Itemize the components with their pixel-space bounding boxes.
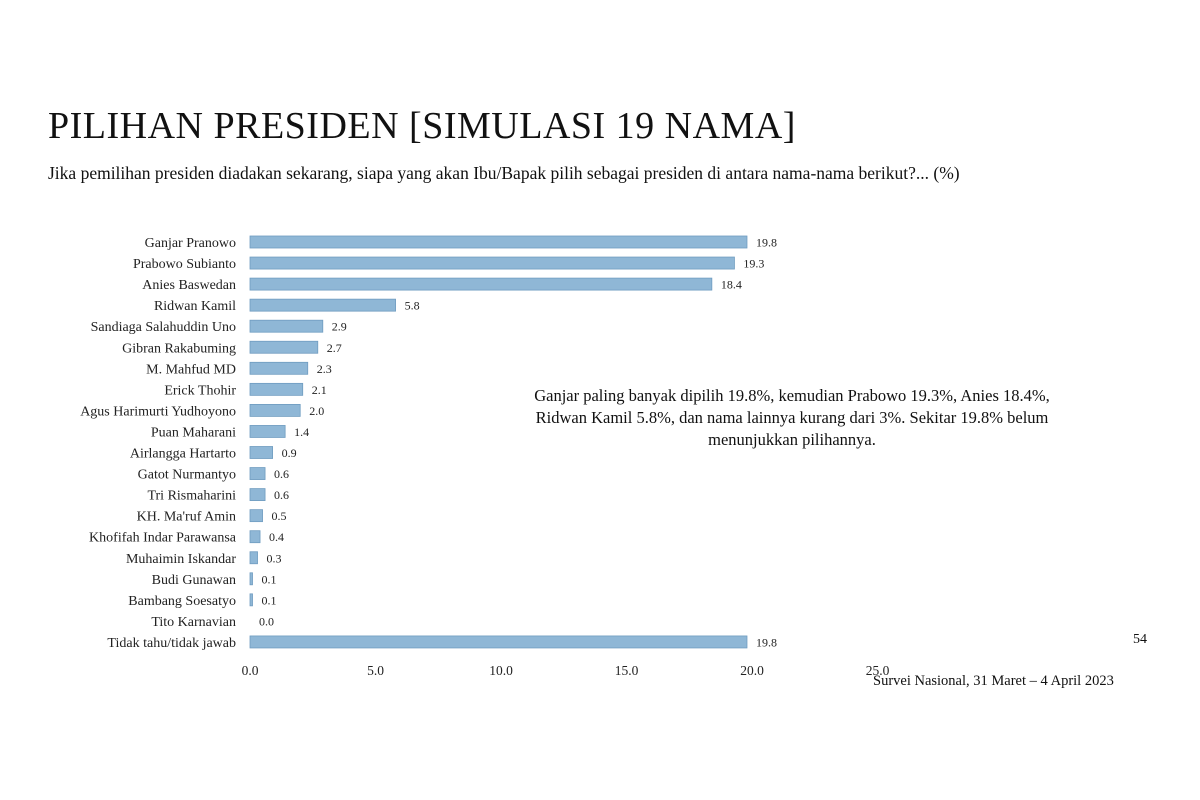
category-label-m-mahfud-md: M. Mahfud MD: [146, 362, 236, 377]
x-tick-label-0: 0.0: [242, 663, 259, 678]
value-label-kh-ma-ruf-amin: 0.5: [272, 509, 287, 523]
value-label-gatot-nurmantyo: 0.6: [274, 467, 289, 481]
bar-gibran-rakabuming: [249, 340, 319, 354]
value-label-ganjar-pranowo: 19.8: [756, 236, 777, 250]
chart-bars: [249, 235, 748, 649]
value-label-tri-rismaharini: 0.6: [274, 488, 289, 502]
value-label-gibran-rakabuming: 2.7: [327, 341, 342, 355]
x-tick-label-2: 10.0: [489, 663, 513, 678]
bar-puan-maharani: [249, 425, 286, 438]
bar-agus-harimurti-yudhoyono: [249, 403, 301, 417]
bar-m-mahfud-md: [249, 361, 309, 375]
category-label-bambang-soesatyo: Bambang Soesatyo: [128, 594, 236, 609]
bar-tri-rismaharini: [249, 488, 266, 502]
category-label-tri-rismaharini: Tri Rismaharini: [147, 489, 236, 504]
bar-sandiaga-salahuddin-uno: [249, 319, 324, 333]
bar-airlangga-hartarto: [249, 446, 273, 459]
category-label-puan-maharani: Puan Maharani: [151, 425, 236, 440]
category-label-tidak-tahu-tidak-jawab: Tidak tahu/tidak jawab: [107, 636, 236, 651]
category-label-agus-harimurti-yudhoyono: Agus Harimurti Yudhoyono: [80, 404, 236, 419]
category-label-prabowo-subianto: Prabowo Subianto: [133, 257, 236, 272]
category-labels: Ganjar Pranowo Prabowo Subianto Anies Basw…: [80, 236, 237, 651]
value-label-muhaimin-iskandar: 0.3: [267, 551, 282, 565]
bar-budi-gunawan: [249, 572, 253, 586]
category-label-anies-baswedan: Anies Baswedan: [142, 278, 236, 293]
category-label-tito-karnavian: Tito Karnavian: [151, 615, 236, 630]
category-label-khofifah-indar-parawansa: Khofifah Indar Parawansa: [89, 531, 237, 546]
bar-kh-ma-ruf-amin: [249, 509, 263, 523]
bar-anies-baswedan: [249, 277, 713, 291]
value-label-prabowo-subianto: 19.3: [743, 257, 764, 271]
value-label-erick-thohir: 2.1: [312, 383, 327, 397]
value-label-budi-gunawan: 0.1: [262, 572, 277, 586]
page-number: 54: [1133, 632, 1147, 647]
bar-gatot-nurmantyo: [249, 467, 266, 480]
category-label-kh-ma-ruf-amin: KH. Ma'ruf Amin: [137, 510, 236, 525]
value-label-khofifah-indar-parawansa: 0.4: [269, 530, 284, 544]
x-tick-label-4: 20.0: [740, 663, 764, 678]
category-label-muhaimin-iskandar: Muhaimin Iskandar: [126, 552, 236, 567]
value-label-tito-karnavian: 0.0: [259, 614, 274, 628]
category-label-airlangga-hartarto: Airlangga Hartarto: [130, 447, 236, 462]
value-label-sandiaga-salahuddin-uno: 2.9: [332, 320, 347, 334]
category-label-ridwan-kamil: Ridwan Kamil: [154, 299, 236, 314]
bar-tidak-tahu-tidak-jawab: [249, 635, 748, 649]
x-tick-label-1: 5.0: [367, 663, 384, 678]
bar-ridwan-kamil: [249, 298, 396, 312]
value-label-tidak-tahu-tidak-jawab: 19.8: [756, 635, 777, 649]
category-label-sandiaga-salahuddin-uno: Sandiaga Salahuddin Uno: [91, 320, 236, 335]
category-label-gatot-nurmantyo: Gatot Nurmantyo: [138, 468, 236, 483]
value-label-m-mahfud-md: 2.3: [317, 362, 332, 376]
bar-khofifah-indar-parawansa: [249, 530, 261, 544]
value-label-ridwan-kamil: 5.8: [405, 299, 420, 313]
x-axis-ticks: 0.0 5.0 10.0 15.0 20.0 25.0: [242, 663, 890, 678]
bar-prabowo-subianto: [249, 256, 735, 270]
chart-annotation: Ganjar paling banyak dipilih 19.8%, kemu…: [534, 386, 1050, 449]
x-tick-label-3: 15.0: [615, 663, 639, 678]
category-label-erick-thohir: Erick Thohir: [164, 383, 236, 398]
bar-ganjar-pranowo: [249, 235, 748, 249]
category-label-gibran-rakabuming: Gibran Rakabuming: [122, 341, 236, 356]
value-label-airlangga-hartarto: 0.9: [282, 446, 297, 460]
bar-bambang-soesatyo: [249, 593, 253, 607]
category-label-budi-gunawan: Budi Gunawan: [152, 573, 236, 588]
bar-erick-thohir: [249, 382, 304, 396]
value-label-agus-harimurti-yudhoyono: 2.0: [309, 404, 324, 418]
value-labels: 19.8 19.318.4 5.8 2.9 2.7 2.3 2.1 2.01.4 0.9 0.6 0…: [259, 236, 777, 650]
page-title: PILIHAN PRESIDEN [SIMULASI 19 NAMA]: [48, 105, 796, 147]
value-label-anies-baswedan: 18.4: [721, 278, 742, 292]
category-label-ganjar-pranowo: Ganjar Pranowo: [145, 236, 236, 251]
value-label-puan-maharani: 1.4: [294, 425, 309, 439]
page-subtitle: Jika pemilihan presiden diadakan sekaran…: [48, 163, 960, 183]
bar-muhaimin-iskandar: [249, 551, 258, 565]
source-note: Survei Nasional, 31 Maret – 4 April 2023: [873, 673, 1114, 689]
x-tick-label-5: 25.0: [866, 663, 890, 678]
value-label-bambang-soesatyo: 0.1: [262, 593, 277, 607]
